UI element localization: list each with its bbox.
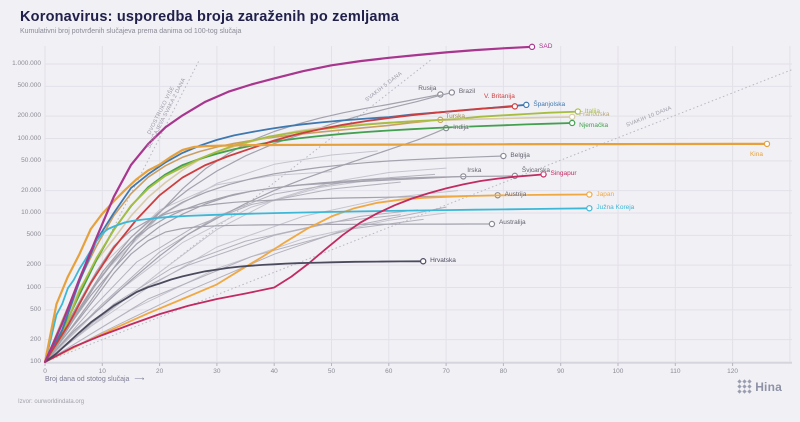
- line-sad: [43, 45, 534, 364]
- source-credit: Izvor: ourworldindata.org: [18, 399, 85, 405]
- line-singapur: [44, 173, 545, 363]
- marker-njemacka: [568, 119, 576, 127]
- line-juzna-koreja: [44, 207, 591, 363]
- line-kina: [43, 142, 769, 364]
- marker-australija: [488, 220, 496, 228]
- x-axis-title: Broj dana od stotog slučaja ⟶: [45, 375, 144, 383]
- marker-sad: [528, 43, 536, 51]
- doubling-guide-line: [44, 69, 793, 363]
- background-country-line: [44, 214, 401, 363]
- line-australija: [44, 223, 493, 363]
- line-japan: [44, 193, 591, 363]
- marker-brazil: [448, 89, 456, 96]
- line-austrija: [44, 194, 499, 363]
- marker-francuska: [568, 113, 576, 121]
- marker-v-britanija: [511, 103, 519, 110]
- doubling-guide-line: [44, 59, 432, 363]
- marker-kina: [763, 140, 771, 148]
- background-country-line: [44, 150, 378, 363]
- marker-spanjolska: [523, 101, 530, 109]
- line-italija: [44, 110, 579, 363]
- hina-logo-text: Hina: [755, 379, 782, 394]
- x-axis-arrow-icon: ⟶: [134, 376, 144, 383]
- header: Koronavirus: usporedba broja zaraženih p…: [20, 8, 399, 35]
- line-turska: [44, 119, 442, 363]
- marker-japan: [586, 191, 593, 198]
- line-hrvatska: [44, 260, 425, 363]
- hina-logo-icon: [737, 379, 752, 394]
- marker-italija: [574, 108, 582, 115]
- line-brazil: [44, 91, 453, 363]
- line-v-britanija: [44, 105, 516, 363]
- marker-hrvatska: [419, 258, 427, 265]
- marker-singapur: [540, 171, 547, 178]
- line-francuska: [44, 116, 573, 363]
- background-country-line: [44, 218, 424, 363]
- line-svicarska: [44, 175, 516, 363]
- page-subtitle: Kumulativni broj potvrđenih slučajeva pr…: [20, 28, 242, 35]
- hina-logo: Hina: [737, 379, 782, 394]
- page-title: Koronavirus: usporedba broja zaraženih p…: [20, 9, 400, 25]
- marker-juzna-koreja: [586, 205, 593, 212]
- background-country-line: [44, 206, 447, 363]
- marker-belgija: [500, 152, 507, 160]
- x-axis-title-text: Broj dana od stotog slučaja: [45, 376, 130, 383]
